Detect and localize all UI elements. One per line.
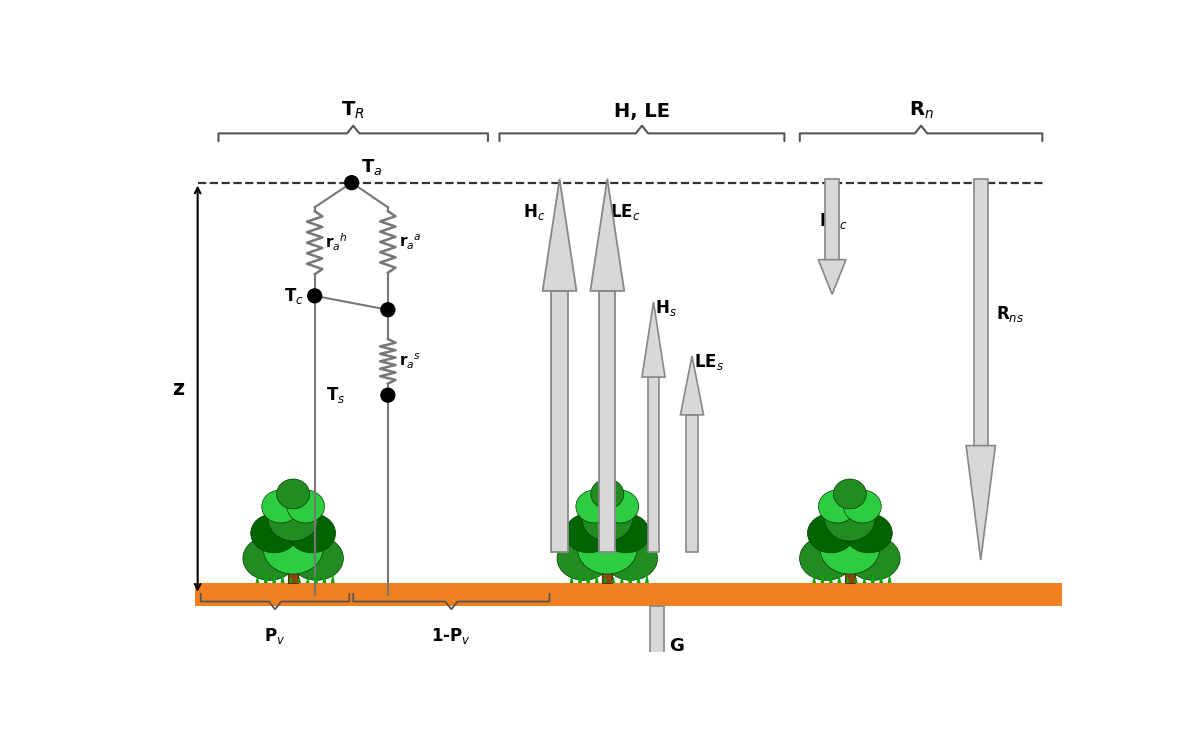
Ellipse shape xyxy=(565,514,612,553)
Ellipse shape xyxy=(262,490,300,523)
Ellipse shape xyxy=(577,524,637,574)
Polygon shape xyxy=(599,291,616,552)
Polygon shape xyxy=(973,179,988,446)
Polygon shape xyxy=(863,577,866,583)
Polygon shape xyxy=(829,572,833,583)
Polygon shape xyxy=(612,576,616,583)
Text: H$_c$: H$_c$ xyxy=(523,202,546,222)
Polygon shape xyxy=(826,179,839,259)
Polygon shape xyxy=(880,573,883,583)
FancyBboxPatch shape xyxy=(196,583,1062,606)
Ellipse shape xyxy=(290,537,343,581)
Polygon shape xyxy=(289,576,293,583)
Text: R$_{nc}$: R$_{nc}$ xyxy=(820,211,847,231)
Ellipse shape xyxy=(808,514,854,553)
Text: z: z xyxy=(173,379,185,399)
Polygon shape xyxy=(966,446,995,560)
Polygon shape xyxy=(846,576,850,583)
Text: H$_s$: H$_s$ xyxy=(655,298,677,318)
Polygon shape xyxy=(821,571,824,583)
Polygon shape xyxy=(644,572,649,583)
Ellipse shape xyxy=(824,497,875,541)
Text: G: G xyxy=(668,637,684,655)
Ellipse shape xyxy=(590,479,624,509)
Text: LE$_c$: LE$_c$ xyxy=(610,202,640,222)
Polygon shape xyxy=(306,577,310,583)
Ellipse shape xyxy=(251,514,298,553)
Polygon shape xyxy=(331,572,335,583)
FancyBboxPatch shape xyxy=(288,528,299,583)
Text: LE$_s$: LE$_s$ xyxy=(694,352,724,372)
Circle shape xyxy=(307,289,322,303)
Polygon shape xyxy=(281,573,284,583)
Ellipse shape xyxy=(845,514,893,553)
Polygon shape xyxy=(650,606,665,654)
Polygon shape xyxy=(323,573,326,583)
Polygon shape xyxy=(590,179,624,291)
Ellipse shape xyxy=(557,537,611,581)
Ellipse shape xyxy=(288,514,336,553)
Polygon shape xyxy=(686,415,697,552)
Ellipse shape xyxy=(833,479,866,509)
FancyBboxPatch shape xyxy=(845,528,854,583)
Ellipse shape xyxy=(582,497,632,541)
Ellipse shape xyxy=(818,490,856,523)
Polygon shape xyxy=(264,571,268,583)
Polygon shape xyxy=(620,577,624,583)
Polygon shape xyxy=(587,572,590,583)
Text: T$_R$: T$_R$ xyxy=(341,100,365,121)
Polygon shape xyxy=(578,571,582,583)
Text: T$_a$: T$_a$ xyxy=(361,158,383,177)
Ellipse shape xyxy=(820,524,880,574)
Polygon shape xyxy=(604,576,607,583)
Ellipse shape xyxy=(799,537,853,581)
Text: T$_c$: T$_c$ xyxy=(284,286,304,306)
Ellipse shape xyxy=(242,537,296,581)
Ellipse shape xyxy=(268,497,318,541)
Polygon shape xyxy=(854,576,858,583)
Text: R$_{ns}$: R$_{ns}$ xyxy=(996,303,1025,323)
Text: T$_s$: T$_s$ xyxy=(326,385,346,405)
Text: R$_n$: R$_n$ xyxy=(908,100,934,121)
Polygon shape xyxy=(542,179,576,291)
Polygon shape xyxy=(818,259,846,295)
Polygon shape xyxy=(314,572,318,583)
Ellipse shape xyxy=(604,537,658,581)
Polygon shape xyxy=(888,572,892,583)
Polygon shape xyxy=(838,573,841,583)
Polygon shape xyxy=(629,572,632,583)
Text: r$_a$$^h$: r$_a$$^h$ xyxy=(325,232,348,254)
FancyBboxPatch shape xyxy=(602,528,612,583)
Text: 1-P$_v$: 1-P$_v$ xyxy=(432,626,472,647)
Polygon shape xyxy=(680,356,703,415)
Ellipse shape xyxy=(576,490,613,523)
Polygon shape xyxy=(648,377,659,552)
Text: P$_v$: P$_v$ xyxy=(264,626,286,647)
Polygon shape xyxy=(871,572,875,583)
Polygon shape xyxy=(812,575,816,583)
Circle shape xyxy=(344,176,359,190)
Ellipse shape xyxy=(602,514,649,553)
Ellipse shape xyxy=(847,537,900,581)
Polygon shape xyxy=(272,572,276,583)
Polygon shape xyxy=(637,573,641,583)
Polygon shape xyxy=(298,576,301,583)
Circle shape xyxy=(380,388,395,402)
Ellipse shape xyxy=(601,490,638,523)
Polygon shape xyxy=(595,573,599,583)
Circle shape xyxy=(380,303,395,317)
Polygon shape xyxy=(642,302,665,377)
Polygon shape xyxy=(570,575,574,583)
Text: H, LE: H, LE xyxy=(614,102,670,121)
Polygon shape xyxy=(643,654,672,674)
Text: r$_a$$^a$: r$_a$$^a$ xyxy=(398,232,421,251)
Ellipse shape xyxy=(287,490,324,523)
Polygon shape xyxy=(256,575,259,583)
Ellipse shape xyxy=(263,524,323,574)
Ellipse shape xyxy=(277,479,310,509)
Polygon shape xyxy=(552,291,568,552)
Text: r$_a$$^s$: r$_a$$^s$ xyxy=(398,352,421,371)
Ellipse shape xyxy=(844,490,881,523)
